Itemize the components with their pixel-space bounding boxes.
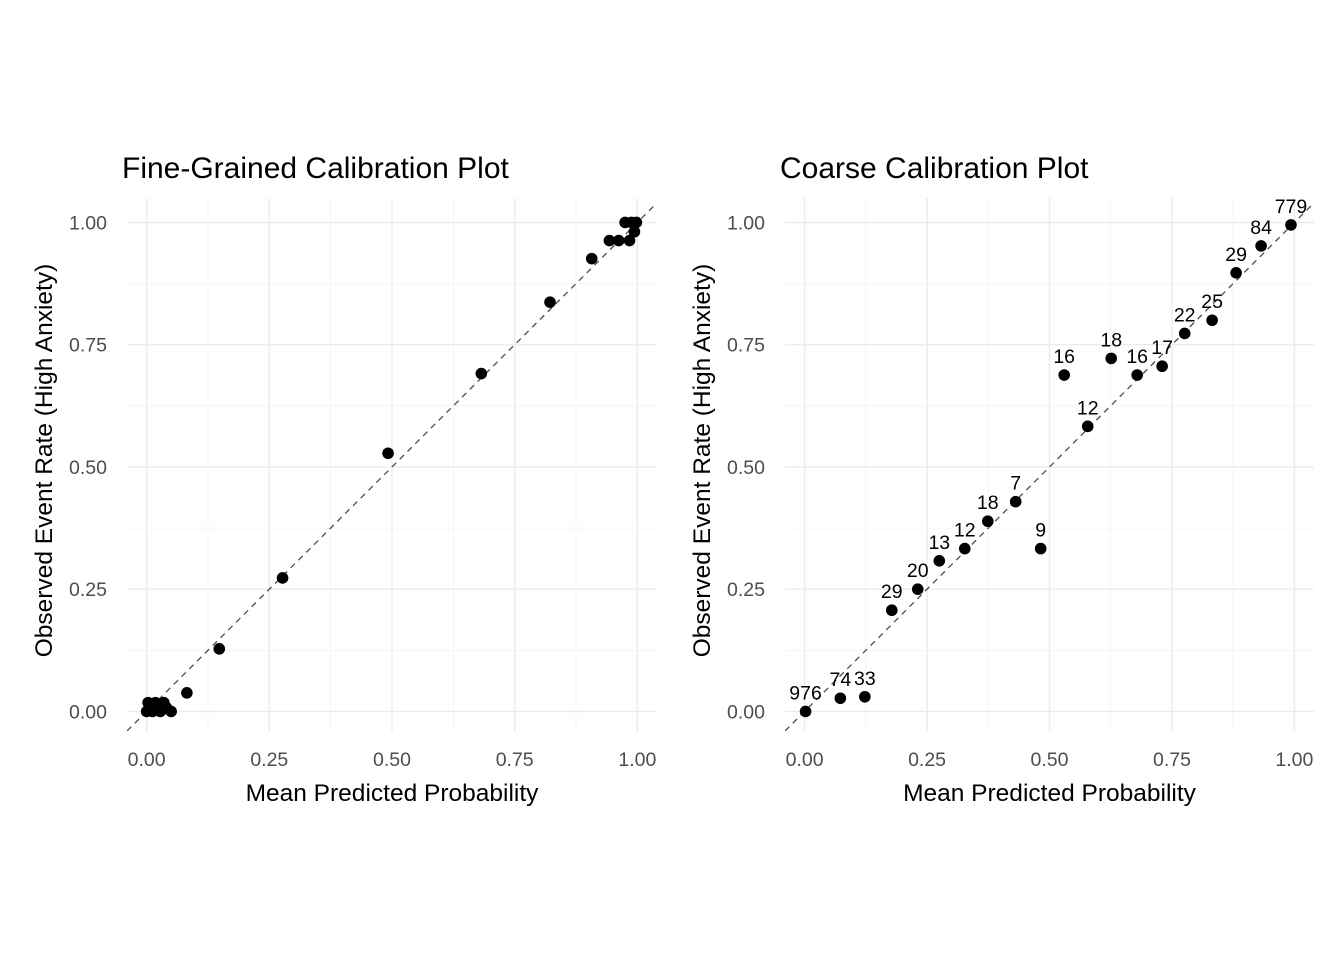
data-point bbox=[799, 705, 812, 718]
data-point bbox=[382, 447, 394, 460]
data-point bbox=[1009, 495, 1022, 508]
point-count-label: 12 bbox=[954, 520, 976, 542]
reference-diagonal bbox=[785, 202, 1314, 731]
data-point bbox=[859, 690, 871, 703]
data-point bbox=[1058, 369, 1070, 381]
y-tick-label: 1.00 bbox=[727, 212, 765, 234]
data-point bbox=[834, 692, 847, 705]
y-tick-label: 0.75 bbox=[69, 335, 107, 357]
data-point bbox=[1206, 314, 1218, 327]
data-point bbox=[623, 234, 636, 247]
point-count-label: 18 bbox=[977, 492, 999, 514]
x-tick-label: 0.50 bbox=[1031, 749, 1069, 771]
x-tick-label: 0.00 bbox=[786, 749, 824, 771]
point-count-label: 13 bbox=[928, 532, 950, 554]
data-point bbox=[181, 687, 193, 699]
data-point bbox=[213, 643, 226, 655]
point-count-label: 29 bbox=[1225, 244, 1247, 266]
point-count-label: 7 bbox=[1010, 473, 1021, 495]
data-point bbox=[1131, 369, 1143, 381]
point-count-label: 779 bbox=[1275, 196, 1308, 218]
point-count-label: 976 bbox=[789, 682, 822, 704]
y-tick-label: 0.50 bbox=[727, 457, 765, 479]
data-point bbox=[1034, 542, 1047, 555]
point-count-label: 17 bbox=[1151, 337, 1173, 359]
data-point bbox=[1081, 420, 1094, 433]
point-count-label: 9 bbox=[1035, 520, 1046, 542]
data-point bbox=[885, 604, 898, 617]
y-tick-label: 0.25 bbox=[69, 579, 107, 601]
x-tick-label: 0.75 bbox=[496, 749, 534, 771]
point-count-label: 33 bbox=[854, 668, 876, 690]
point-count-label: 22 bbox=[1174, 304, 1196, 326]
data-point bbox=[603, 234, 616, 247]
point-count-label: 84 bbox=[1250, 217, 1272, 239]
data-point bbox=[981, 515, 994, 528]
data-point bbox=[628, 225, 641, 238]
data-point bbox=[475, 367, 488, 380]
coarse-panel: 0.00 0.25 0.50 0.75 1.00 0.00 0.25 0.50 0.75 1.00… bbox=[689, 152, 1314, 807]
x-tick-label: 1.00 bbox=[1275, 749, 1313, 771]
data-point bbox=[544, 296, 556, 308]
data-point bbox=[911, 583, 924, 595]
y-tick-label: 0.25 bbox=[727, 579, 765, 601]
point-count-label: 12 bbox=[1077, 397, 1099, 419]
y-tick-label: 0.00 bbox=[69, 701, 107, 723]
data-point bbox=[1156, 360, 1168, 373]
data-point bbox=[276, 572, 289, 584]
point-count-label: 29 bbox=[881, 581, 903, 603]
data-point bbox=[585, 252, 598, 265]
x-tick-label: 0.75 bbox=[1153, 749, 1191, 771]
point-count-label: 25 bbox=[1201, 291, 1223, 313]
data-point bbox=[1255, 240, 1267, 252]
point-count-label: 18 bbox=[1100, 329, 1122, 351]
data-point bbox=[1105, 352, 1118, 365]
x-tick-label: 0.00 bbox=[128, 749, 166, 771]
y-axis-title: Observed Event Rate (High Anxiety) bbox=[689, 264, 716, 658]
data-point bbox=[165, 705, 177, 718]
y-tick-label: 0.75 bbox=[727, 335, 765, 357]
point-count-label: 16 bbox=[1126, 346, 1148, 368]
x-tick-label: 1.00 bbox=[618, 749, 656, 771]
data-point bbox=[630, 216, 643, 229]
x-tick-label: 0.25 bbox=[250, 749, 288, 771]
x-tick-label: 0.50 bbox=[373, 749, 411, 771]
plot-title: Fine-Grained Calibration Plot bbox=[122, 152, 510, 185]
data-point bbox=[612, 234, 625, 247]
reference-diagonal bbox=[127, 202, 657, 731]
x-axis-title: Mean Predicted Probability bbox=[903, 780, 1197, 807]
y-tick-label: 0.50 bbox=[69, 457, 107, 479]
data-point bbox=[933, 555, 946, 567]
point-count-label: 16 bbox=[1053, 346, 1075, 368]
data-point bbox=[958, 542, 971, 555]
data-point bbox=[1285, 219, 1297, 231]
point-count-label: 20 bbox=[907, 560, 929, 582]
point-count-label: 74 bbox=[829, 669, 851, 691]
y-tick-label: 0.00 bbox=[727, 701, 765, 723]
y-axis-title: Observed Event Rate (High Anxiety) bbox=[31, 264, 58, 658]
x-axis-title: Mean Predicted Probability bbox=[246, 780, 540, 807]
data-point bbox=[1178, 327, 1191, 340]
fine-grained-panel: 0.00 0.25 0.50 0.75 1.00 0.00 0.25 0.50 0.75 1.00… bbox=[31, 152, 657, 807]
plot-title: Coarse Calibration Plot bbox=[780, 152, 1089, 185]
x-tick-label: 0.25 bbox=[908, 749, 946, 771]
y-tick-label: 1.00 bbox=[69, 212, 107, 234]
data-point bbox=[1230, 267, 1242, 279]
